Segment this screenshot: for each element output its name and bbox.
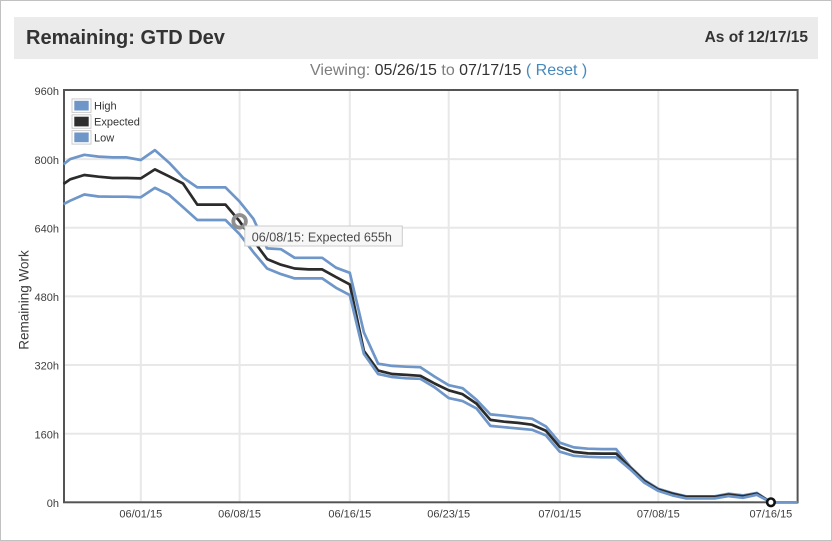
svg-text:06/16/15: 06/16/15 <box>328 509 371 521</box>
svg-text:High: High <box>94 101 117 113</box>
svg-text:640h: 640h <box>35 224 59 236</box>
svg-text:0h: 0h <box>47 498 59 510</box>
svg-text:Remaining Work: Remaining Work <box>17 250 32 350</box>
svg-text:06/08/15: Expected 655h: 06/08/15: Expected 655h <box>252 230 392 244</box>
svg-text:06/08/15: 06/08/15 <box>218 509 261 521</box>
svg-text:Expected: Expected <box>94 117 140 129</box>
svg-text:960h: 960h <box>35 86 59 98</box>
svg-text:800h: 800h <box>35 155 59 167</box>
svg-text:320h: 320h <box>35 361 59 373</box>
svg-text:Low: Low <box>94 132 114 144</box>
svg-text:07/08/15: 07/08/15 <box>637 509 680 521</box>
svg-text:07/01/15: 07/01/15 <box>538 509 581 521</box>
svg-text:480h: 480h <box>35 292 59 304</box>
svg-text:06/23/15: 06/23/15 <box>427 509 470 521</box>
svg-text:07/16/15: 07/16/15 <box>749 509 792 521</box>
svg-text:06/01/15: 06/01/15 <box>119 509 162 521</box>
svg-text:160h: 160h <box>35 429 59 441</box>
